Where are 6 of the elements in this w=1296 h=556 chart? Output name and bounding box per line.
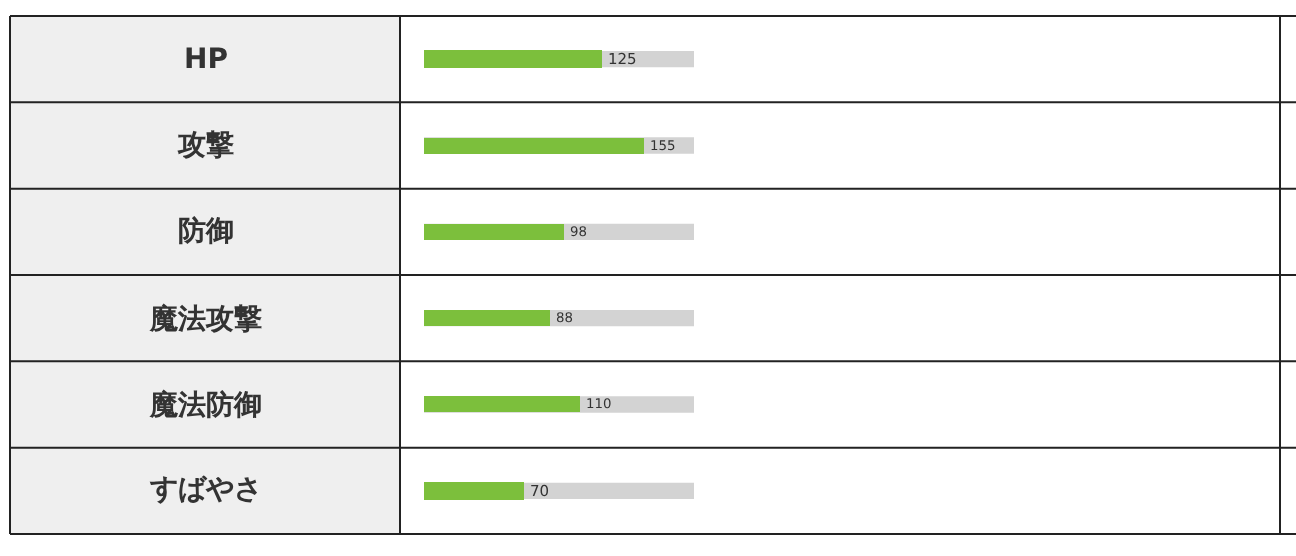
y-tick-label: 魔法攻撃 bbox=[148, 302, 262, 336]
y-tick-label: HP bbox=[184, 44, 228, 76]
y-tick-label: すばやさ bbox=[148, 474, 262, 506]
y-tick-label: 防御 bbox=[178, 214, 234, 248]
y-tick-label: 魔法防御 bbox=[148, 388, 262, 422]
y-tick-label: 攻撃 bbox=[176, 130, 234, 162]
